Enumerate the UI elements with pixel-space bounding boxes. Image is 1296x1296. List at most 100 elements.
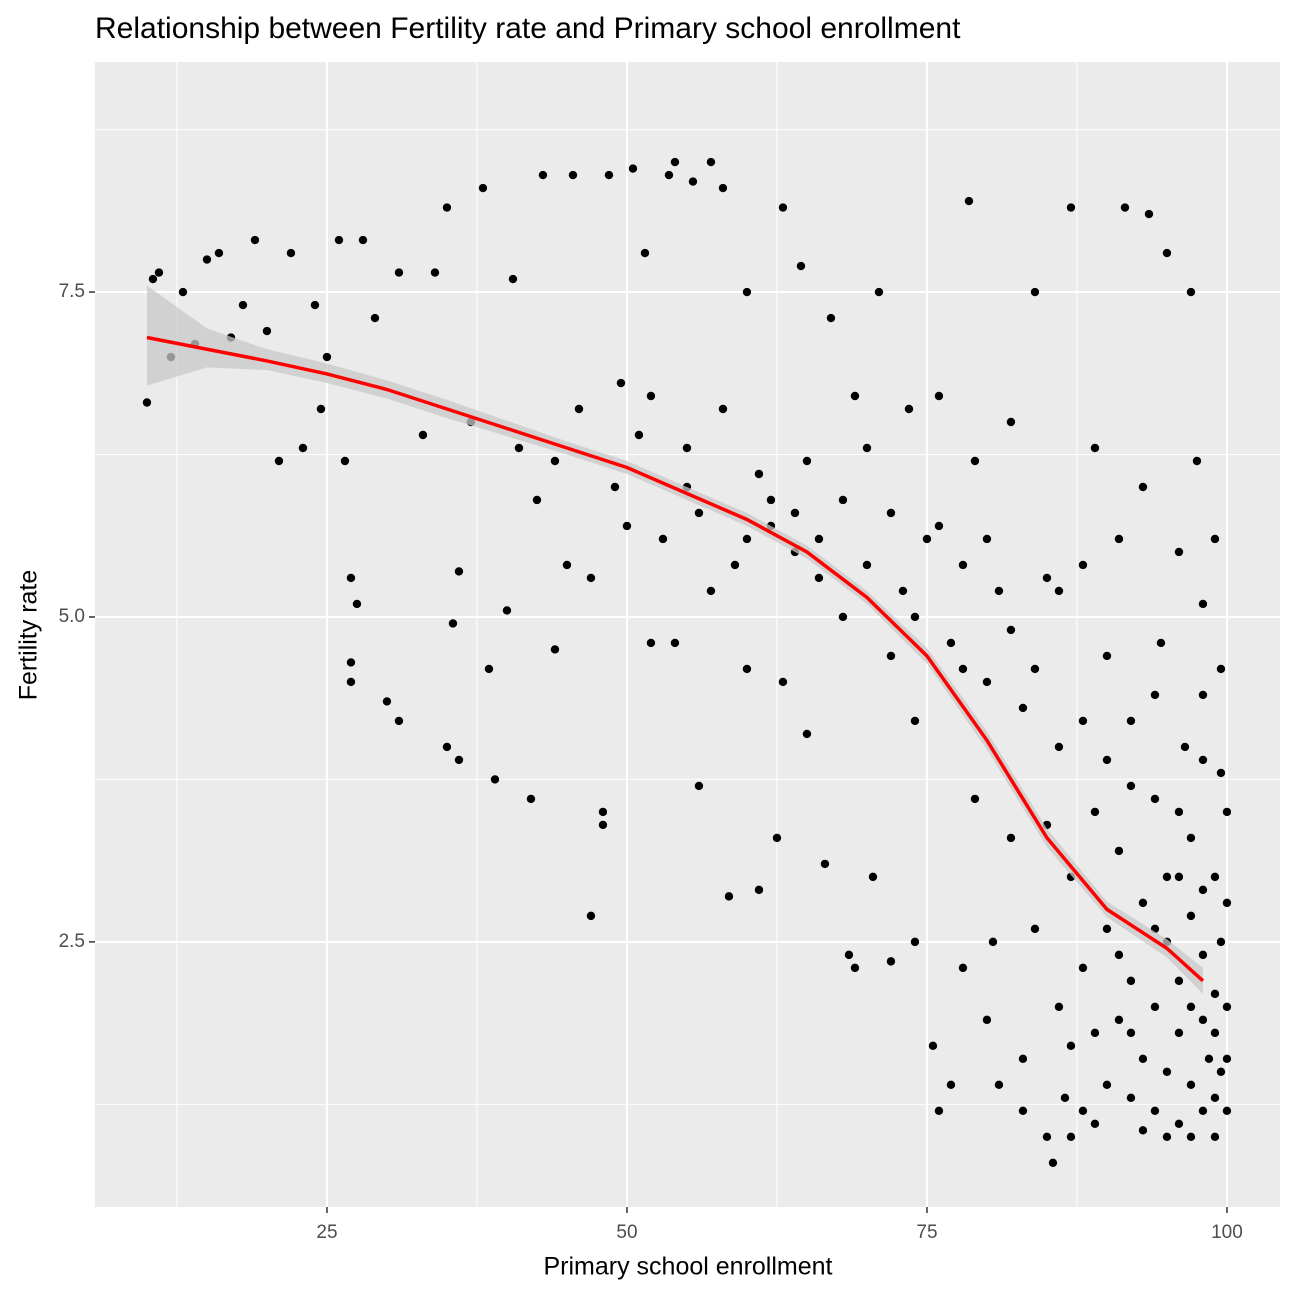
x-tick-label: 100 (1211, 1222, 1243, 1243)
point (946, 1080, 956, 1090)
point (1210, 872, 1220, 882)
point (322, 352, 332, 362)
x-tick-label: 50 (616, 1222, 637, 1243)
point (568, 170, 578, 180)
point (610, 482, 620, 492)
point (1180, 742, 1190, 752)
point (442, 742, 452, 752)
point (1054, 586, 1064, 596)
point (286, 248, 296, 258)
point (898, 586, 908, 596)
point (1090, 807, 1100, 817)
y-tick-label: 7.5 (59, 281, 85, 302)
point (1162, 872, 1172, 882)
point (838, 495, 848, 505)
point (694, 508, 704, 518)
point (1090, 443, 1100, 453)
point (928, 1041, 938, 1051)
point (982, 677, 992, 687)
point (1222, 1106, 1232, 1116)
point (310, 300, 320, 310)
point (844, 950, 854, 960)
point (142, 398, 152, 407)
point (1006, 625, 1016, 635)
point (346, 573, 356, 583)
point (1102, 924, 1112, 934)
point (994, 586, 1004, 596)
point (934, 1106, 944, 1116)
point (934, 521, 944, 531)
point (682, 443, 692, 453)
point (958, 560, 968, 570)
point (820, 859, 830, 869)
point (862, 443, 872, 453)
x-axis-label: Primary school enrollment (544, 1253, 833, 1281)
point (790, 508, 800, 518)
point (1174, 872, 1184, 882)
point (484, 664, 494, 674)
point (1114, 846, 1124, 856)
point (370, 313, 380, 323)
point (442, 203, 452, 212)
point (1042, 573, 1052, 583)
point (394, 716, 404, 726)
point (1144, 209, 1154, 219)
point (1078, 716, 1088, 726)
point (514, 443, 524, 453)
point (970, 456, 980, 466)
point (508, 274, 518, 284)
point (1030, 287, 1040, 297)
point (574, 404, 584, 414)
point (1126, 1093, 1136, 1103)
point (1174, 547, 1184, 557)
point (598, 807, 608, 817)
point (814, 534, 824, 544)
point (910, 612, 920, 622)
point (982, 534, 992, 544)
point (934, 391, 944, 401)
point (1204, 1054, 1214, 1064)
point (982, 1015, 992, 1025)
point (640, 248, 650, 258)
point (1138, 1126, 1148, 1135)
point (316, 404, 326, 414)
panel (95, 62, 1280, 1207)
point (238, 300, 248, 310)
point (754, 885, 764, 895)
point (154, 268, 164, 277)
point (616, 378, 626, 388)
point (1078, 1106, 1088, 1116)
point (1174, 1119, 1184, 1129)
point (742, 534, 752, 544)
point (1222, 1002, 1232, 1012)
point (478, 183, 488, 193)
point (1186, 1080, 1196, 1090)
point (340, 456, 350, 466)
point (1222, 1054, 1232, 1064)
point (646, 638, 656, 648)
y-axis-label: Fertility rate (15, 570, 43, 701)
point (1060, 1093, 1070, 1103)
point (1210, 1028, 1220, 1038)
smooth-line (146, 335, 1205, 983)
point (1066, 203, 1076, 212)
point (1090, 1028, 1100, 1038)
point (1198, 885, 1208, 895)
point (1198, 755, 1208, 765)
point (1150, 1106, 1160, 1116)
point (202, 255, 212, 264)
point (1162, 1132, 1172, 1142)
point (502, 606, 512, 615)
point (670, 638, 680, 648)
point (550, 456, 560, 466)
point (694, 781, 704, 791)
point (1138, 898, 1148, 908)
point (1162, 248, 1172, 258)
point (1198, 690, 1208, 700)
point (1198, 1106, 1208, 1116)
point (1114, 950, 1124, 960)
point (250, 235, 260, 245)
point (598, 820, 608, 830)
y-tick-label: 2.5 (59, 931, 85, 952)
point (946, 638, 956, 648)
